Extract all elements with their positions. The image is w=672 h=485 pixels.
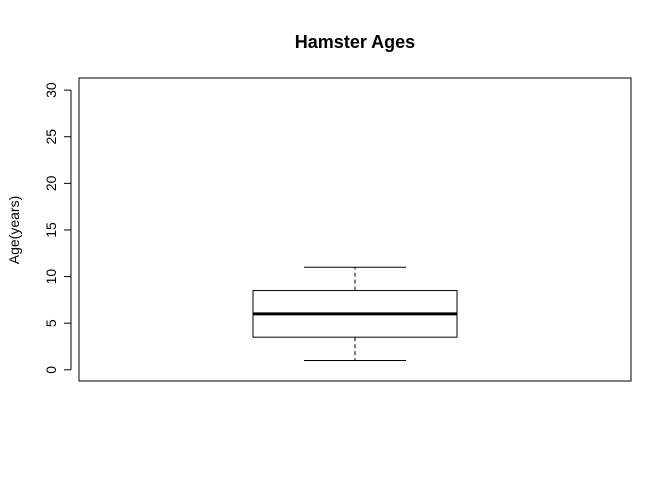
y-tick-label: 10 [43, 269, 59, 285]
y-axis: 0 5 10 15 20 25 30 [43, 82, 72, 374]
box-group [252, 266, 458, 361]
y-tick-label: 5 [43, 319, 59, 327]
y-tick-label: 0 [43, 366, 59, 374]
y-tick-label: 15 [43, 222, 59, 238]
chart-title: Hamster Ages [295, 32, 415, 52]
y-axis-label: Age(years) [6, 196, 22, 264]
y-tick-label: 30 [43, 82, 59, 98]
y-tick-label: 20 [43, 175, 59, 191]
plot-frame [78, 77, 632, 382]
box [252, 266, 458, 361]
y-tick-label: 25 [43, 129, 59, 145]
